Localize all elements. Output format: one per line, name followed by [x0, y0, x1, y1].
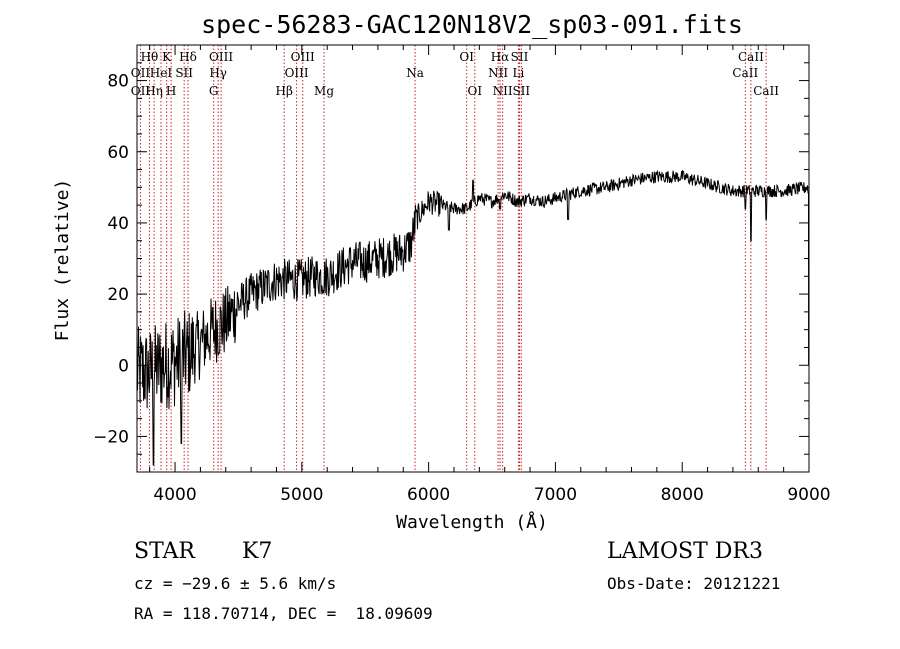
spectral-line-label: Hθ: [141, 50, 159, 64]
x-tick-label: 4000: [153, 485, 196, 505]
x-tick-label: 5000: [280, 485, 323, 505]
y-tick-label: 60: [107, 143, 129, 163]
spectral-line-label: Hη: [145, 84, 163, 98]
spectral-line-label: OII: [131, 84, 151, 98]
spectral-line-label: OIII: [209, 50, 233, 64]
spectral-line-label: NII: [488, 66, 508, 80]
x-tick-label: 7000: [534, 485, 577, 505]
chart-title: spec-56283-GAC120N18V2_sp03-091.fits: [201, 10, 743, 39]
spectral-line-label: OIII: [285, 66, 309, 80]
spectral-line-label: OII: [131, 66, 151, 80]
spectral-line-label: OI: [459, 50, 474, 64]
spectrum-line: [136, 169, 810, 466]
object-class: STAR: [134, 539, 195, 564]
spectral-line-label: Li: [512, 66, 524, 80]
y-tick-label: 80: [107, 72, 129, 92]
axes-frame: [136, 44, 810, 473]
spectral-line-markers: [139, 45, 767, 472]
obs-date: Obs-Date: 20121221: [607, 574, 781, 593]
coordinates: RA = 118.70714, DEC = 18.09609: [134, 604, 433, 623]
x-axis-label: Wavelength (Å): [396, 511, 548, 533]
survey-name: LAMOST DR3: [607, 539, 763, 564]
spectral-line-label: Na: [406, 66, 424, 80]
spectral-line-label: H: [166, 84, 176, 98]
spectral-line-label: SII: [512, 84, 530, 98]
spectral-line-label: OI: [467, 84, 482, 98]
redshift-cz: cz = −29.6 ± 5.6 km/s: [134, 574, 337, 593]
spectral-line-label: SII: [511, 50, 529, 64]
axis-ticks: 4000 5000 6000 7000 8000 9000 −20 0 20 40 60 80: [93, 45, 831, 505]
spectral-line-label: Hα: [491, 50, 510, 64]
spectral-line-label: Hγ: [209, 66, 227, 80]
x-tick-label: 9000: [787, 485, 830, 505]
y-tick-label: 20: [107, 285, 129, 305]
spectral-line-label: G: [209, 84, 219, 98]
y-axis-label: Flux (relative): [52, 179, 73, 342]
spectral-line-label: HeI: [150, 66, 173, 80]
x-tick-label: 6000: [407, 485, 450, 505]
y-tick-label: 0: [118, 356, 129, 376]
spectral-line-label: SII: [175, 66, 193, 80]
x-tick-label: 8000: [661, 485, 704, 505]
spectral-line-label: K: [162, 50, 172, 64]
spectral-line-label: CaII: [732, 66, 758, 80]
object-subclass: K7: [242, 539, 273, 564]
spectral-line-label: CaII: [753, 84, 779, 98]
spectral-line-label: Hδ: [179, 50, 197, 64]
spectral-line-label: OIII: [291, 50, 315, 64]
y-tick-label: 40: [107, 214, 129, 234]
y-tick-label: −20: [93, 427, 129, 447]
spectral-line-label: Hβ: [276, 84, 293, 98]
spectral-line-label: NII: [493, 84, 513, 98]
spectral-line-label: CaII: [738, 50, 764, 64]
spectral-line-label: Mg: [314, 84, 334, 98]
